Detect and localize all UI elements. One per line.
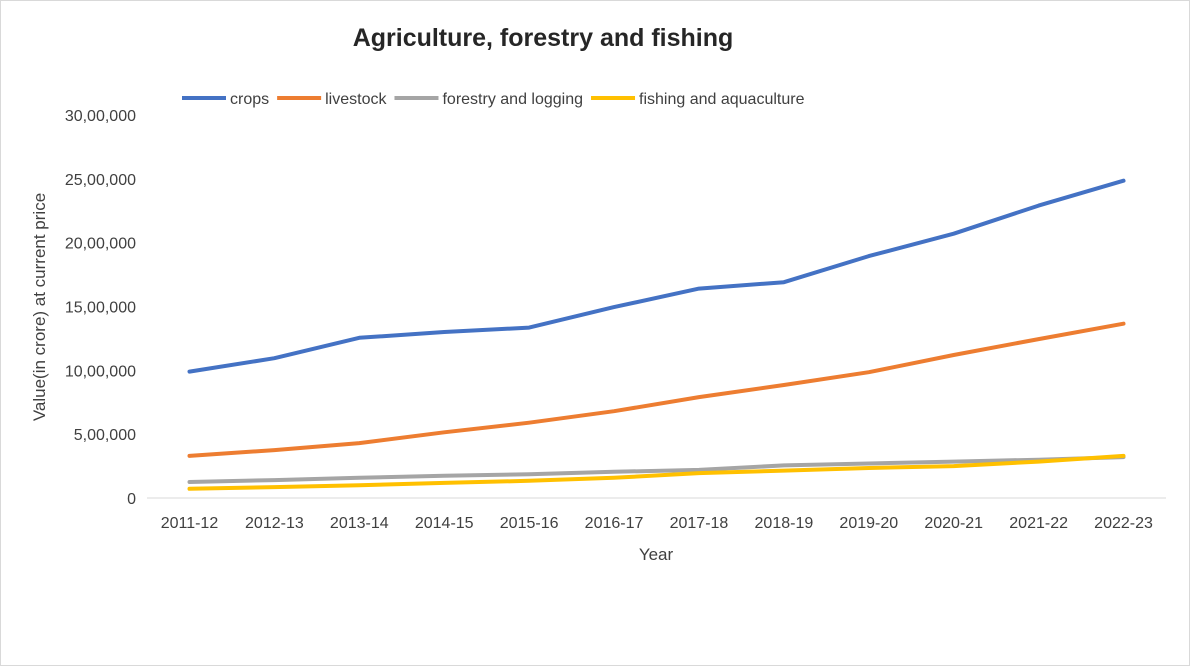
y-tick-label: 15,00,000: [65, 300, 136, 317]
x-axis-ticks: 2011-12 2012-13 2013-14 2014-15 2015-16 2016-…: [161, 515, 1153, 532]
x-tick-label: 2017-18: [670, 515, 729, 532]
x-tick-label: 2012-13: [245, 515, 304, 532]
series-lines: [187, 178, 1126, 491]
y-axis-ticks: 0 5,00,000 10,00,000 15,00,000 20,00,000 25,0…: [65, 108, 136, 508]
x-axis-title: Year: [639, 545, 674, 564]
y-tick-label: 20,00,000: [65, 236, 136, 253]
series-line-crops: [187, 178, 1126, 374]
legend-label: forestry and logging: [442, 91, 583, 108]
y-axis-title: Value(in crore) at current price: [30, 193, 49, 421]
x-tick-label: 2015-16: [500, 515, 559, 532]
x-tick-label: 2022-23: [1094, 515, 1153, 532]
y-tick-label: 5,00,000: [74, 427, 136, 444]
x-tick-label: 2016-17: [585, 515, 644, 532]
x-tick-label: 2013-14: [330, 515, 389, 532]
y-tick-label: 25,00,000: [65, 172, 136, 189]
x-tick-label: 2011-12: [161, 515, 219, 532]
x-tick-label: 2021-22: [1009, 515, 1068, 532]
x-tick-label: 2020-21: [924, 515, 983, 532]
series-line-livestock: [187, 321, 1126, 458]
legend-label: fishing and aquaculture: [639, 91, 805, 108]
series-line-fishing-and-aquaculture: [187, 453, 1126, 491]
y-tick-label: 10,00,000: [65, 363, 136, 380]
x-tick-label: 2018-19: [755, 515, 814, 532]
x-tick-label: 2019-20: [839, 515, 898, 532]
x-tick-label: 2014-15: [415, 515, 474, 532]
legend-label: crops: [230, 91, 269, 108]
chart-title: Agriculture, forestry and fishing: [353, 24, 734, 52]
legend: crops livestock forestry and logging fishin…: [182, 91, 805, 108]
y-tick-label: 0: [127, 491, 136, 508]
y-tick-label: 30,00,000: [65, 108, 136, 125]
legend-label: livestock: [325, 91, 387, 108]
series-line-forestry-and-logging: [187, 455, 1126, 484]
